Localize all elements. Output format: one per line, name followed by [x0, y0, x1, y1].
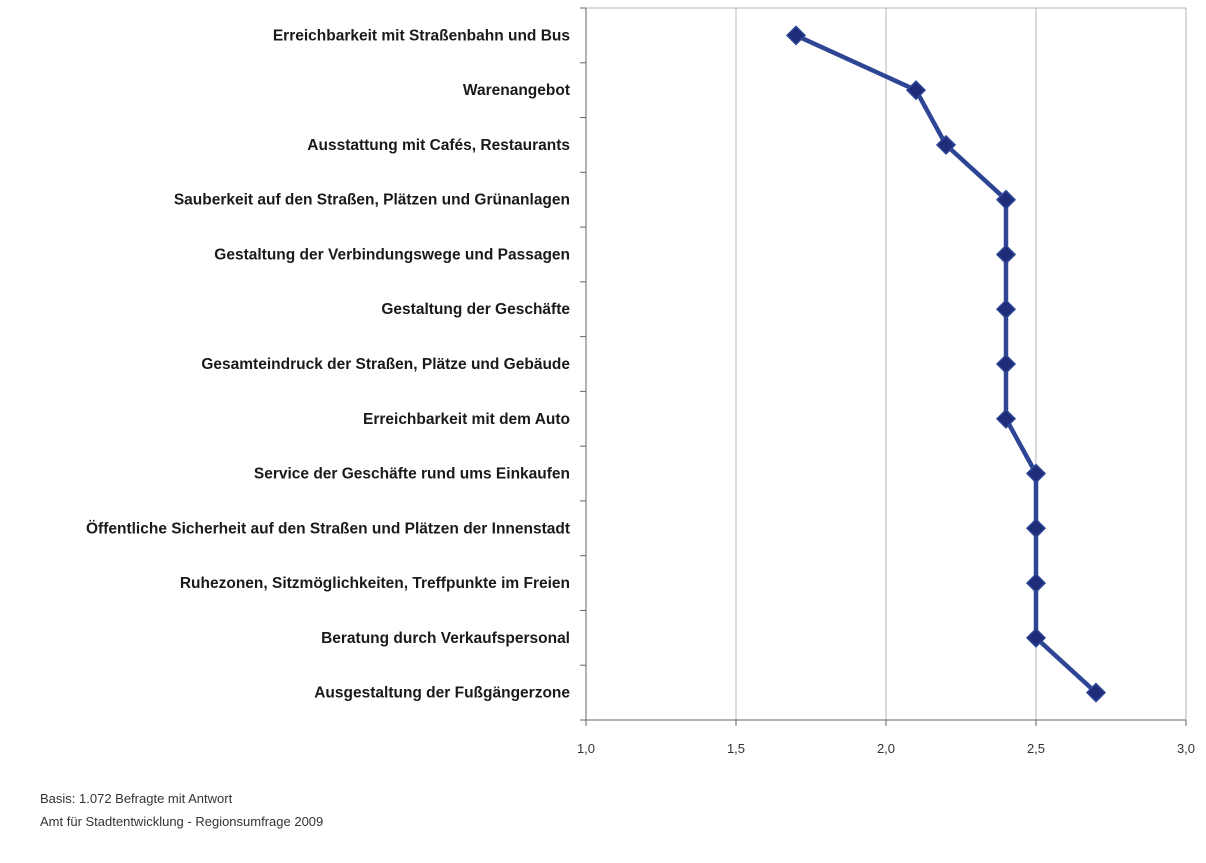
data-point	[995, 353, 1017, 375]
data-point	[995, 189, 1017, 210]
category-label: Gestaltung der Geschäfte	[381, 301, 570, 318]
data-point	[1025, 627, 1047, 648]
x-tick-label: 1,0	[577, 741, 595, 756]
data-point	[785, 25, 807, 46]
x-tick-label: 2,0	[877, 741, 895, 756]
grid	[586, 7, 1187, 720]
series-line	[795, 33, 1098, 695]
category-label: Sauberkeit auf den Straßen, Plätzen und …	[174, 192, 570, 209]
category-label: Erreichbarkeit mit dem Auto	[363, 411, 570, 428]
data-point	[995, 244, 1017, 265]
data-point	[1025, 463, 1047, 484]
data-point	[905, 80, 927, 101]
data-point	[995, 299, 1017, 320]
category-label: Öffentliche Sicherheit auf den Straßen u…	[86, 520, 570, 537]
category-label: Erreichbarkeit mit Straßenbahn und Bus	[273, 27, 570, 44]
category-label: Gesamteindruck der Straßen, Plätze und G…	[201, 356, 570, 373]
category-label: Warenangebot	[463, 82, 570, 99]
data-point	[1085, 682, 1107, 703]
category-label: Ausgestaltung der Fußgängerzone	[314, 685, 570, 702]
axes	[580, 7, 1187, 726]
data-point	[995, 408, 1017, 429]
x-tick-label: 2,5	[1027, 741, 1045, 756]
data-point	[1025, 573, 1047, 594]
series	[785, 25, 1107, 703]
data-point	[1025, 518, 1047, 539]
footer-source: Amt für Stadtentwicklung - Regionsumfrag…	[40, 814, 324, 829]
data-point	[935, 134, 957, 155]
x-tick-labels: 1,0 1,5 2,0 2,5 3,0	[577, 741, 1195, 756]
category-label: Service der Geschäfte rund ums Einkaufen	[254, 466, 570, 483]
category-label: Gestaltung der Verbindungswege und Passa…	[214, 246, 570, 263]
x-tick-label: 3,0	[1177, 741, 1195, 756]
category-label: Ruhezonen, Sitzmöglichkeiten, Treffpunkt…	[180, 575, 570, 592]
category-label: Ausstattung mit Cafés, Restaurants	[307, 137, 570, 154]
footer-basis: Basis: 1.072 Befragte mit Antwort	[40, 791, 233, 806]
category-label: Beratung durch Verkaufspersonal	[321, 630, 570, 647]
category-labels: Erreichbarkeit mit Straßenbahn und Bus Wa…	[86, 27, 570, 701]
x-tick-label: 1,5	[727, 741, 745, 756]
